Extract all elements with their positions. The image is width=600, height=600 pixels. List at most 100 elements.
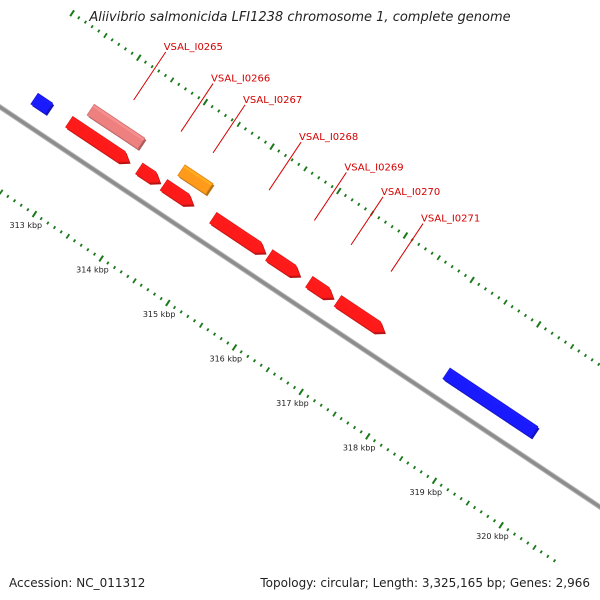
inner-tick-mark [298,388,304,396]
gene-arrow[interactable] [333,295,385,333]
gene-arrow[interactable] [442,367,539,438]
outer-tick-mark [557,335,561,340]
outer-tick-mark [343,193,348,198]
gene-feature[interactable] [305,275,335,301]
outer-tick-mark [397,229,401,233]
gene-feature[interactable] [30,92,55,116]
gene-label[interactable]: VSAL_I0269 [344,162,403,173]
gene-arrow[interactable] [177,164,214,195]
inner-tick-mark [286,381,290,385]
gene-arrow[interactable] [159,179,194,206]
inner-tick-mark [259,363,263,367]
gene-arrow[interactable] [209,211,266,254]
outer-tick-mark [357,202,361,207]
gene-feature[interactable] [265,249,302,278]
inner-tick-mark [265,366,271,373]
gene-arrow[interactable] [135,162,161,184]
gene-feature[interactable] [65,115,131,165]
outer-tick-mark [283,153,288,158]
outer-tick-mark [236,121,242,128]
label-leader [212,104,246,154]
inner-tick-mark [132,278,137,284]
label-leader [133,51,167,101]
inner-tick-mark [219,336,223,341]
inner-tick-mark [65,233,71,240]
outer-tick-mark [590,358,594,362]
inner-tick-mark [52,225,57,230]
outer-tick-mark [250,131,254,136]
outer-tick-mark [197,95,201,100]
inner-tick-mark [198,322,204,328]
gene-label[interactable]: VSAL_I0267 [243,95,302,106]
gene-highlight [339,296,380,325]
outer-tick-mark [83,20,88,24]
gene-feature[interactable] [209,211,267,255]
topology-text: Topology: circular; Length: 3,325,165 bp… [260,576,590,590]
tick-label: 313 kbp [10,221,43,230]
inner-tick-mark [412,465,417,470]
inner-tick-mark [112,265,117,270]
inner-tick-mark [79,243,83,247]
outer-tick-mark [443,260,448,264]
inner-tick-mark [231,343,238,351]
gene-highlight [183,165,213,186]
outer-tick-mark [436,255,442,261]
inner-tick-mark [452,492,457,496]
outer-tick-mark [563,340,568,344]
gene-arrow[interactable] [86,103,146,150]
gene-feature[interactable] [159,179,195,207]
inner-tick-mark [98,255,104,263]
gene-highlight [311,277,329,290]
gene-label[interactable]: VSAL_I0270 [381,187,440,198]
gene-feature[interactable] [442,367,540,440]
gene-highlight [141,163,156,175]
gene-label[interactable]: VSAL_I0265 [164,42,223,53]
inner-tick-mark [459,496,463,501]
outer-tick-mark [243,127,248,131]
inner-tick-mark [472,505,477,510]
gene-arrow[interactable] [305,275,334,299]
outer-tick-mark [510,304,514,309]
inner-tick-mark [26,207,30,212]
gene-arrow[interactable] [265,249,301,277]
outer-tick-mark [277,149,281,153]
inner-tick-mark [19,203,23,207]
gene-highlight [36,94,53,106]
outer-tick-mark [350,198,354,202]
outer-tick-mark [136,54,142,62]
inner-tick-mark [212,332,217,336]
outer-tick-mark [297,162,301,167]
gene-label[interactable]: VSAL_I0266 [211,74,270,85]
outer-tick-mark [423,247,428,251]
outer-tick-mark [269,143,275,151]
gene-arrow[interactable] [65,115,130,163]
outer-tick-mark [390,224,394,229]
inner-tick-mark [119,270,123,274]
inner-tick-mark [439,483,443,487]
gene-feature[interactable] [177,164,215,197]
inner-tick-mark [539,550,543,554]
inner-tick-mark [179,310,183,314]
inner-tick-mark [126,274,130,279]
gene-feature[interactable] [135,162,162,185]
gene-feature[interactable] [86,103,147,151]
gene-arrow[interactable] [30,92,54,115]
inner-tick-mark [272,372,277,376]
outer-tick-mark [123,47,128,51]
outer-tick-mark [290,158,294,162]
outer-tick-mark [143,60,148,64]
gene-feature[interactable] [333,295,386,335]
gene-highlight [271,250,296,268]
outer-tick-mark [77,15,81,20]
gene-label[interactable]: VSAL_I0268 [299,132,358,143]
gene-highlight [215,213,261,245]
gene-label[interactable]: VSAL_I0271 [421,214,480,225]
outer-tick-mark [503,299,508,305]
label-leader [350,196,384,246]
gene-highlight [448,368,538,430]
outer-tick-mark [469,276,475,284]
backbone-line [0,105,600,509]
inner-tick-mark [86,247,90,252]
inner-tick-mark [59,230,63,234]
